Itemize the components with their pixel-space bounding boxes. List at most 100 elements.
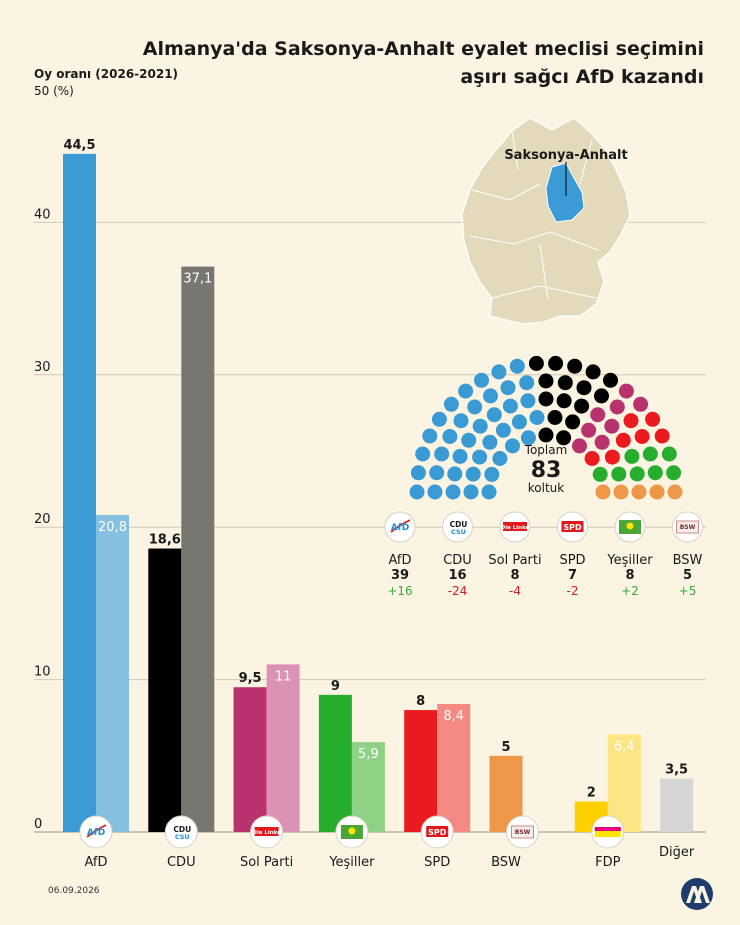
bar-2026-value-label: 9	[331, 679, 340, 694]
party-logo-icon: BSW	[672, 511, 703, 543]
seat-dot	[415, 446, 431, 462]
seat-dot	[486, 407, 502, 423]
seat-dot	[557, 375, 573, 391]
seat-dot	[452, 448, 468, 464]
seat-legend-change: -24	[448, 584, 468, 598]
seat-dot	[595, 484, 611, 500]
seat-legend-change: -4	[509, 584, 521, 598]
bar-2021-value-label: 5,9	[358, 747, 379, 762]
title-line-2: aşırı sağcı AfD kazandı	[460, 66, 704, 88]
seat-dot	[584, 451, 600, 466]
party-logo-icon: BSW	[506, 815, 539, 849]
seat-dot	[447, 466, 463, 482]
seat-dot	[567, 358, 583, 374]
bar-2021-value-label: 11	[275, 669, 292, 684]
seat-dot	[574, 398, 590, 414]
seat-dot	[461, 432, 477, 448]
seat-dot	[492, 451, 508, 466]
seat-dot	[483, 388, 498, 404]
seat-dot	[576, 380, 592, 396]
seat-dot	[410, 465, 426, 481]
bar-group-fdp: 2 6,4 FDP	[574, 734, 641, 870]
x-tick-label: Yeşiller	[328, 855, 375, 870]
bar-2021-value-label: 20,8	[98, 520, 127, 535]
seat-dot	[429, 465, 445, 481]
seat-dot	[491, 364, 507, 380]
seat-dot	[623, 413, 639, 429]
party-logo-icon	[591, 815, 625, 849]
state-border	[471, 183, 541, 201]
seat-legend-count: 8	[510, 568, 519, 583]
y-axis-label: Oy oranı (2026-2021)	[34, 67, 179, 81]
seat-dot	[474, 372, 489, 388]
bar-2026-value-label: 18,6	[149, 533, 181, 548]
seat-dot	[611, 466, 627, 482]
bar-2026	[63, 153, 96, 832]
seat-legend-change: +2	[621, 584, 639, 598]
y-tick-label: 30	[34, 360, 51, 375]
svg-text:SPD: SPD	[563, 523, 582, 532]
bar-group-bsw: 5 BSW BSW	[489, 740, 539, 870]
svg-text:BSW: BSW	[515, 829, 531, 836]
seat-dot	[581, 422, 597, 438]
seat-dot	[505, 438, 520, 454]
seat-dot	[634, 429, 650, 444]
seat-dot	[463, 484, 479, 500]
x-tick-label: BSW	[491, 855, 521, 870]
seat-dot	[502, 398, 518, 414]
saxony-anhalt-highlight	[545, 162, 585, 223]
seat-legend-count: 39	[391, 568, 409, 583]
seat-dot	[618, 383, 634, 399]
seat-dot	[445, 484, 461, 500]
seat-dot	[642, 446, 658, 462]
aa-logo-icon	[681, 878, 713, 910]
seat-dot	[615, 432, 631, 448]
seat-dot	[434, 446, 450, 462]
seat-legend-name: SPD	[559, 553, 585, 568]
svg-text:CSU: CSU	[451, 528, 466, 536]
seat-dot	[409, 484, 425, 500]
party-logo-icon	[614, 511, 646, 543]
seat-dot	[647, 465, 663, 481]
seat-dot	[654, 428, 670, 444]
bar-2021-value-label: 37,1	[183, 272, 212, 287]
bar-2021	[96, 515, 129, 832]
seat-dot	[422, 428, 438, 444]
seat-dot	[484, 466, 500, 482]
seat-dot	[442, 429, 458, 444]
seat-legend-count: 7	[568, 568, 577, 583]
seat-dot	[609, 399, 625, 415]
map-label: Saksonya-Anhalt	[504, 148, 627, 163]
bar-2026-value-label: 8	[416, 694, 425, 709]
seat-dot	[556, 430, 572, 446]
x-tick-label: SPD	[424, 855, 450, 870]
y-tick-label: 0	[34, 817, 42, 832]
x-tick-label: FDP	[595, 855, 620, 870]
seat-dot	[443, 396, 459, 412]
seat-dot	[509, 358, 525, 374]
seat-dot	[538, 427, 554, 443]
svg-text:CDU: CDU	[173, 825, 191, 834]
seat-dot	[624, 448, 640, 464]
y-axis-unit: 50 (%)	[34, 84, 74, 98]
seat-dot	[547, 410, 563, 425]
seat-dot	[495, 422, 511, 438]
svg-text:CDU: CDU	[450, 520, 468, 529]
seat-legend-name: Yeşiller	[606, 553, 653, 568]
seat-dot	[520, 393, 536, 409]
seat-legend-count: 8	[625, 568, 634, 583]
seat-dot	[666, 465, 682, 481]
seat-dot	[427, 484, 443, 500]
party-logo-icon: AfD	[384, 511, 416, 543]
svg-text:AfD: AfD	[391, 523, 409, 533]
seat-dot	[538, 391, 554, 407]
bar-group-afd: 44,5 20,8 AfD AfD	[63, 138, 129, 870]
seat-legend-count: 16	[448, 568, 466, 583]
seat-dot	[590, 407, 606, 423]
x-tick-label: AfD	[84, 855, 107, 870]
